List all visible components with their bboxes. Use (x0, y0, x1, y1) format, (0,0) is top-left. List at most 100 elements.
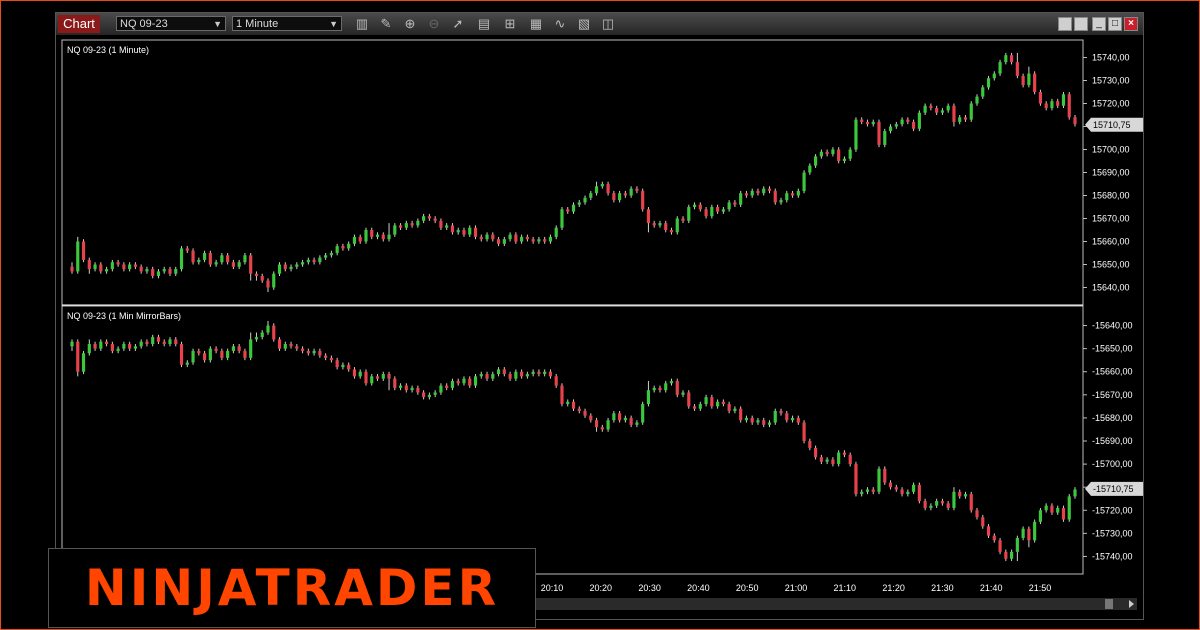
price-candle (963, 115, 968, 122)
price-candle (698, 202, 702, 212)
mirror-candle (358, 369, 362, 379)
candle-body (1027, 73, 1031, 86)
templates-icon[interactable]: ▦ (529, 16, 543, 31)
mirror-candle (93, 341, 97, 351)
candle-body (358, 371, 362, 377)
price-panel-last-price-marker (1085, 117, 1143, 132)
candle-body (300, 262, 305, 265)
mirror-candle (329, 355, 333, 363)
mirror-candle (156, 334, 161, 345)
price-candle (894, 121, 898, 129)
strategies-icon[interactable]: ▧ (577, 16, 591, 31)
mirror-candle (750, 415, 754, 425)
price-candle (906, 117, 910, 125)
mirror-candle (1015, 535, 1019, 562)
candle-body (502, 369, 506, 375)
candle-body (854, 464, 858, 495)
pencil-icon[interactable]: ✎ (380, 16, 392, 31)
price-candle (318, 255, 322, 265)
zoom-in-icon[interactable]: ⊕ (404, 16, 416, 31)
candle-body (860, 119, 864, 122)
data-box-icon[interactable]: ▤ (477, 16, 491, 31)
properties-icon[interactable]: ⊞ (504, 16, 516, 31)
mirror-candle (790, 415, 795, 423)
xtick-label: 21:00 (785, 583, 808, 593)
candle-body (946, 503, 950, 508)
candle-body (381, 374, 385, 379)
mirror-candle (277, 337, 282, 351)
mirror-candle (300, 346, 305, 354)
price-candle (819, 149, 823, 159)
candle-body (1015, 62, 1019, 76)
price-candle (981, 85, 985, 99)
snapshot-icon[interactable]: ◫ (601, 16, 615, 31)
candle-body (710, 207, 714, 217)
indicators-icon[interactable]: ∿ (554, 16, 566, 31)
minimize-button[interactable]: _ (1092, 17, 1106, 31)
candle-body (675, 218, 679, 233)
candle-body (1061, 507, 1066, 520)
price-candle (600, 181, 604, 189)
price-candle (917, 110, 921, 132)
candle-body (606, 420, 610, 430)
candle-body (485, 374, 489, 379)
interval-selector[interactable]: 1 Minute ▼ (232, 16, 342, 31)
mirror-candle (179, 341, 184, 368)
candle-body (1021, 528, 1025, 538)
mirror-panel-ytick-label: -15690,00 (1092, 436, 1133, 446)
candle-body (646, 390, 651, 405)
price-candle (462, 227, 466, 237)
logo-text: NINJATRADER (84, 559, 500, 617)
candle-body (577, 408, 581, 411)
candle-body (641, 190, 645, 210)
mirror-candle (623, 415, 627, 423)
price-candle (623, 190, 627, 198)
mirror-candle (491, 371, 495, 381)
candle-body (179, 248, 184, 270)
mirror-panel-ytick-label: -15670,00 (1092, 390, 1133, 400)
candle-body (387, 234, 391, 240)
price-candle (940, 108, 945, 115)
price-candle (375, 232, 380, 240)
candle-body (762, 420, 766, 425)
price-candle (773, 188, 777, 205)
candle-body (635, 188, 639, 191)
candle-body (416, 387, 420, 393)
zoom-out-icon[interactable]: ⊖ (428, 16, 440, 31)
candle-body (543, 239, 547, 242)
candle-body (854, 119, 858, 150)
bar-style-icon[interactable]: ▥ (355, 16, 369, 31)
scroll-right-icon[interactable] (1129, 600, 1134, 608)
candle-body (814, 447, 818, 458)
instrument-selector[interactable]: NQ 09-23 ▼ (116, 16, 226, 31)
pointer-icon[interactable]: ➚ (452, 16, 464, 31)
candle-body (387, 374, 391, 379)
candle-body (790, 417, 795, 421)
maximize-button[interactable]: □ (1108, 17, 1122, 31)
price-candle (93, 262, 97, 272)
window-button-b[interactable] (1074, 17, 1088, 31)
candle-body (168, 339, 172, 345)
price-candle (1067, 92, 1071, 120)
candle-body (324, 355, 328, 358)
mirror-candle (716, 399, 720, 409)
candle-body (341, 364, 345, 368)
price-panel-frame (61, 39, 1084, 306)
candle-body (70, 341, 74, 347)
scrollbar-thumb[interactable] (1105, 599, 1113, 609)
candle-body (739, 408, 743, 421)
candle-body (352, 369, 357, 377)
price-candle (398, 223, 403, 230)
chart-tab[interactable]: Chart (58, 15, 100, 33)
close-button[interactable]: × (1124, 17, 1138, 31)
price-candle (99, 262, 103, 274)
candle-body (81, 241, 86, 260)
mirror-candle (375, 374, 380, 381)
candle-body (422, 216, 426, 221)
window-button-a[interactable] (1058, 17, 1072, 31)
price-candle (266, 278, 270, 293)
mirror-candle (548, 369, 553, 379)
candle-body (393, 225, 397, 235)
candle-body (767, 188, 772, 191)
